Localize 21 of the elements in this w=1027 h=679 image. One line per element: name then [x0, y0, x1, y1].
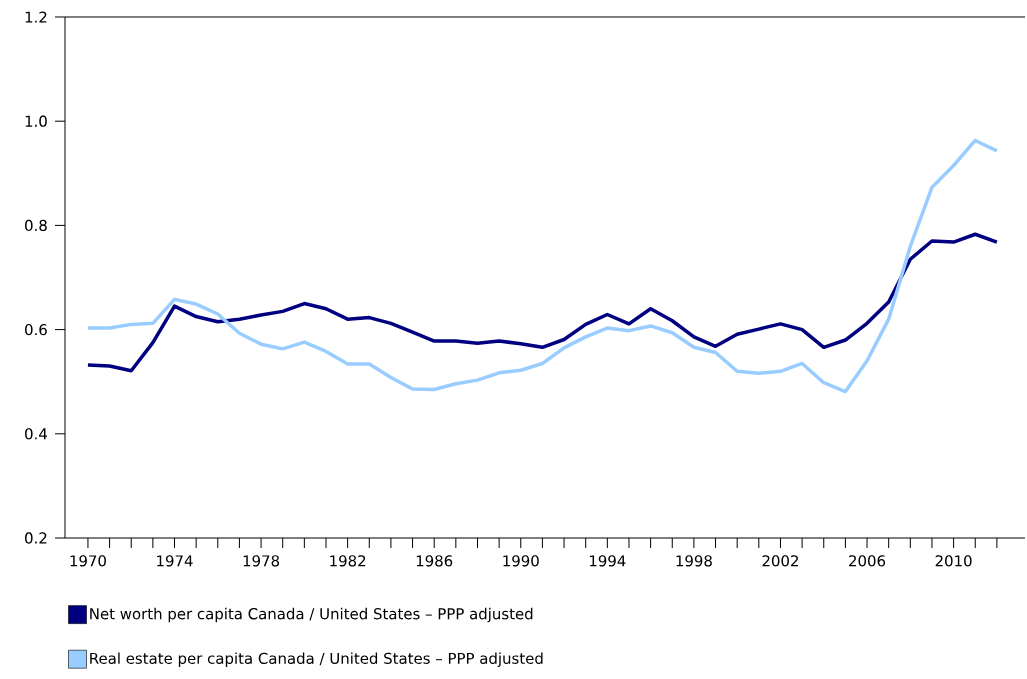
- x-tick-label: 2010: [935, 555, 972, 567]
- y-tick-label: 1.2: [25, 11, 47, 23]
- line-series: [86, 232, 999, 373]
- x-tick-label: 1974: [157, 555, 193, 567]
- x-tick-label: 1986: [416, 555, 453, 567]
- x-tick-label: 1990: [503, 555, 539, 567]
- y-tick-label: 0.6: [25, 323, 47, 336]
- line-series: [86, 138, 999, 394]
- x-tick-label: 2006: [849, 555, 886, 567]
- x-tick-label: 1978: [243, 555, 280, 567]
- legend-label: Real estate per capita Canada / United States – PPP adjusted: [90, 652, 543, 667]
- x-tick-label: 1982: [330, 555, 366, 567]
- y-tick-label: 0.2: [25, 532, 47, 544]
- x-tick-label: 1994: [589, 555, 626, 567]
- legend-label: Net worth per capita Canada / United States – PPP adjusted: [90, 607, 533, 623]
- y-tick-label: 0.4: [25, 428, 47, 440]
- y-tick-label: 0.8: [25, 219, 47, 232]
- x-tick-label: 2002: [762, 555, 798, 567]
- x-tick-label: 1970: [70, 555, 106, 567]
- x-tick-label: 1998: [676, 555, 712, 567]
- y-tick-label: 1.0: [25, 115, 47, 127]
